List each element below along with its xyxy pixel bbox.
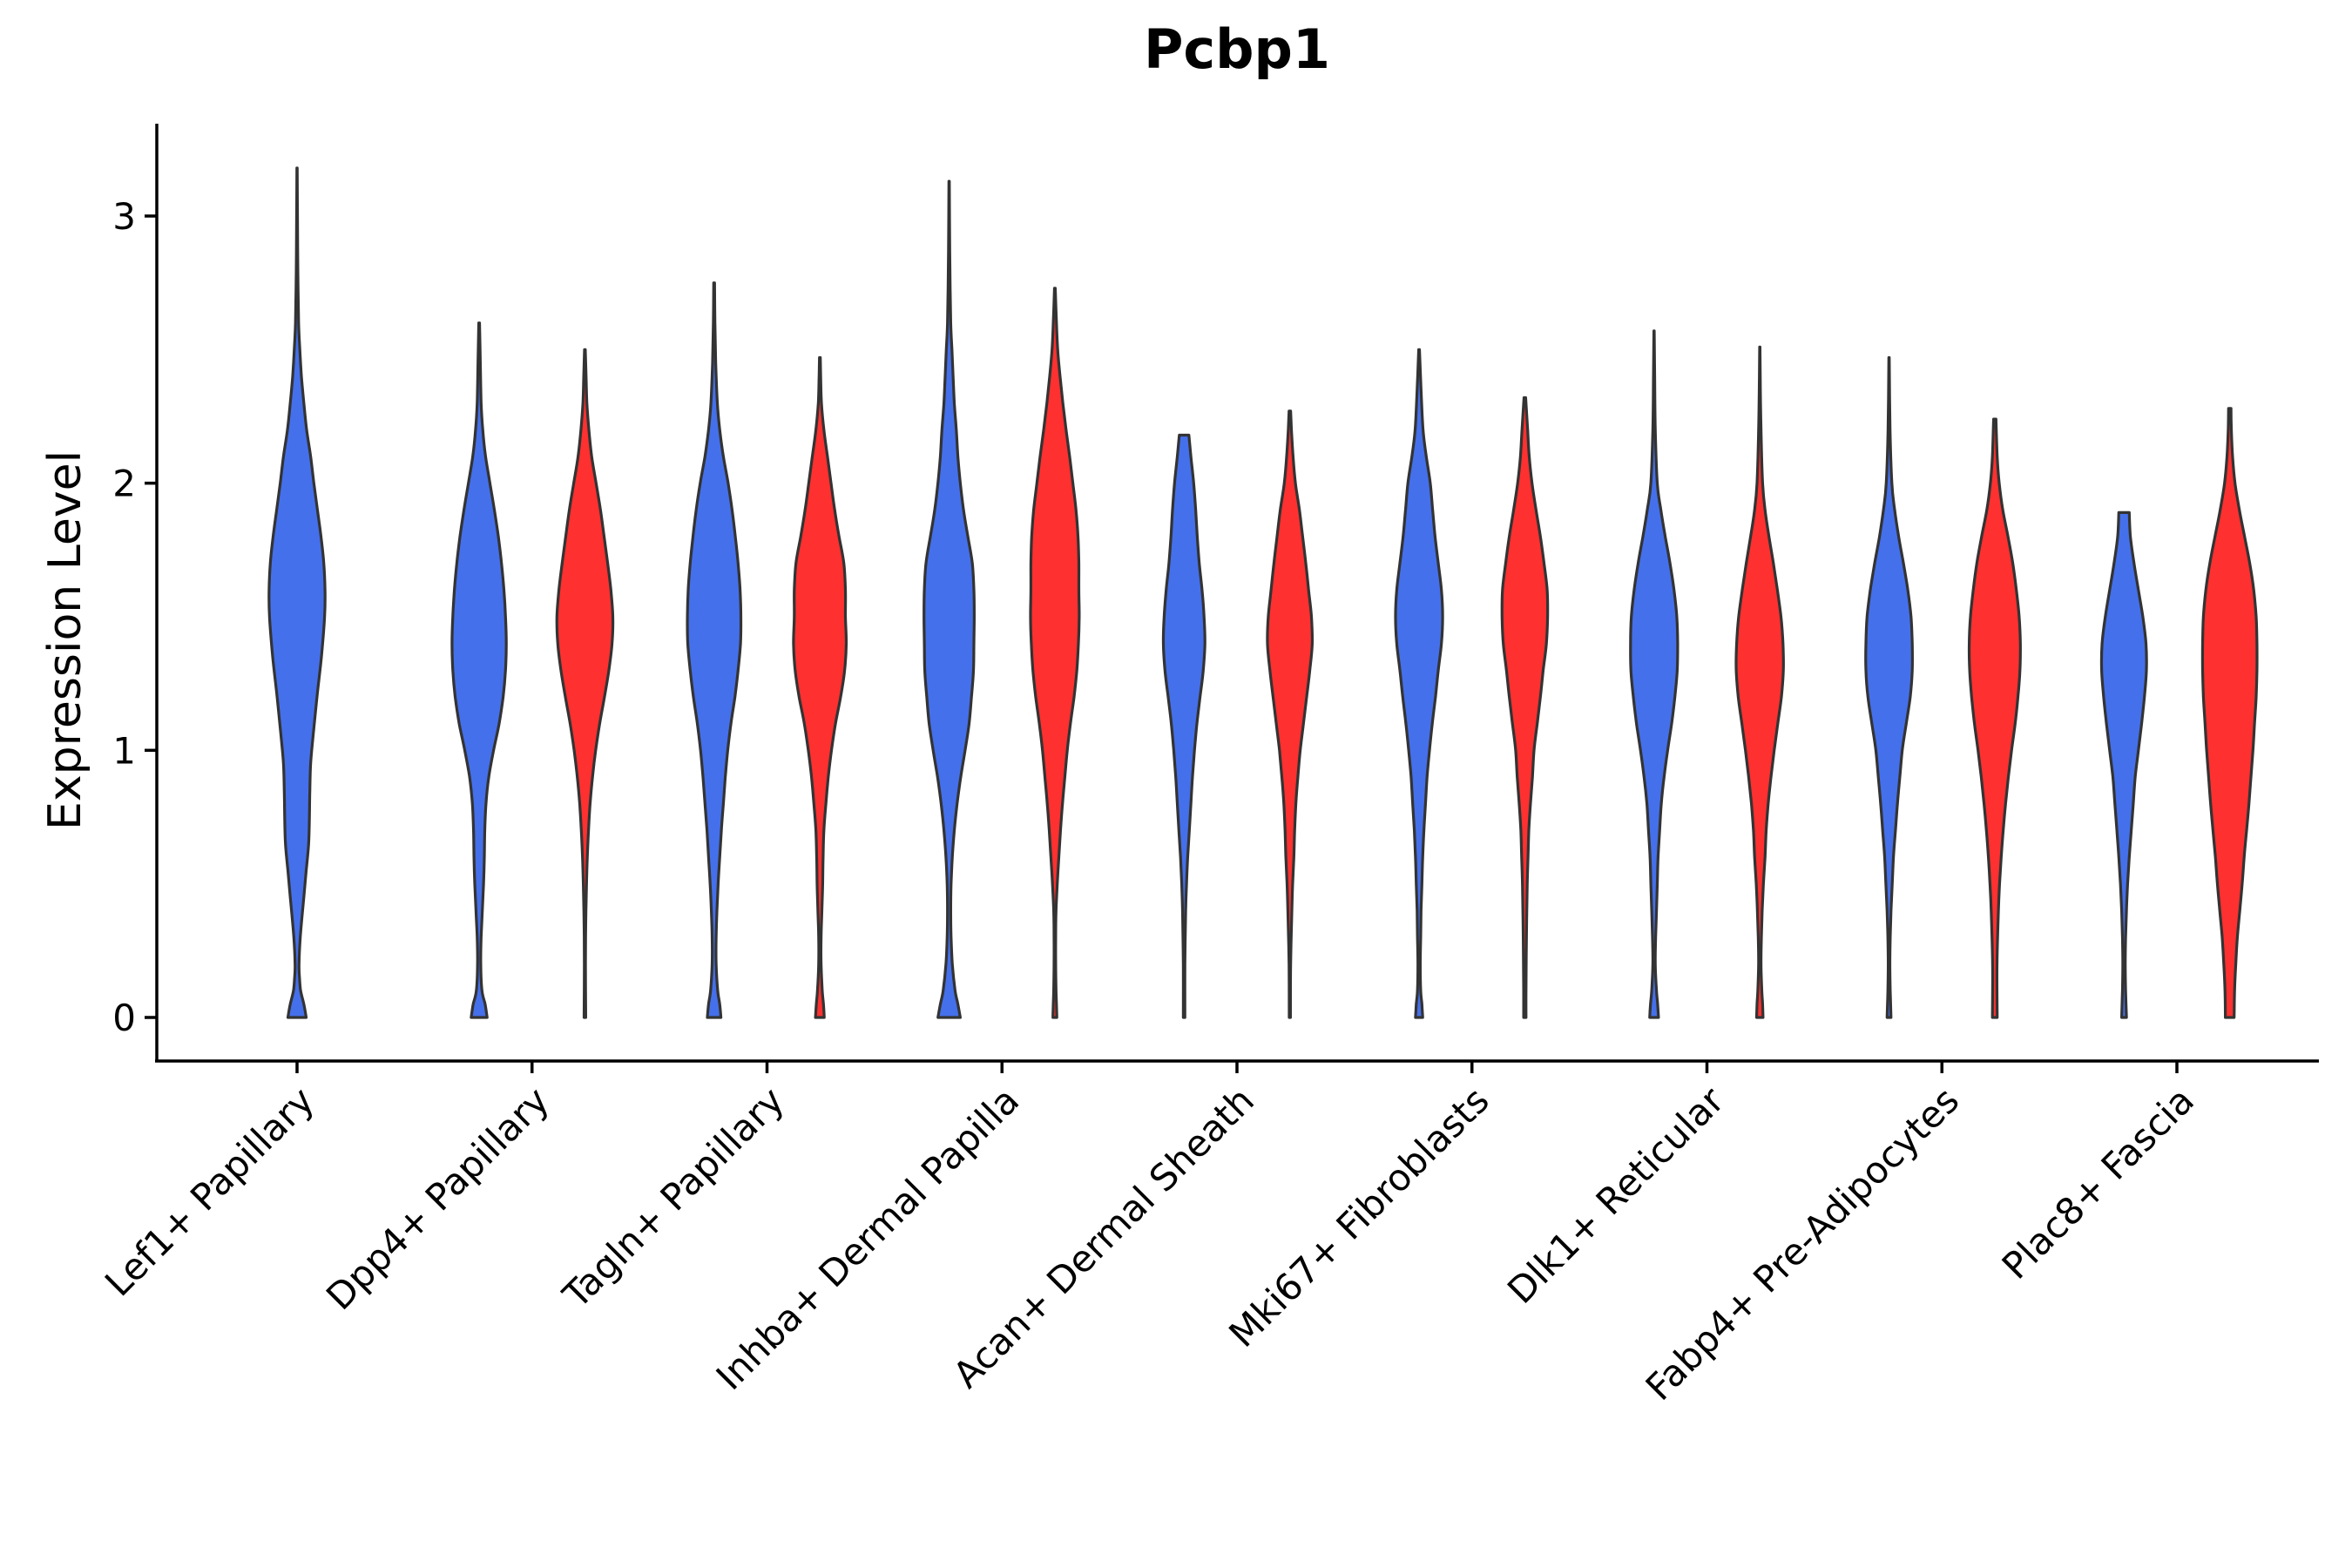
- x-tick-label: Mki67+ Fibroblasts: [1220, 1078, 1497, 1355]
- violins-layer: [267, 166, 2259, 1019]
- x-tick-label: Dpp4+ Papillary: [318, 1078, 558, 1318]
- y-tick-label: 2: [112, 463, 136, 505]
- violin-red: [2200, 407, 2259, 1019]
- chart-title: Pcbp1: [1144, 17, 1330, 81]
- x-tick-label: Plac8+ Fascia: [1994, 1078, 2202, 1287]
- x-tick-label: Dlk1+ Reticular: [1499, 1078, 1733, 1312]
- violin-blue: [267, 166, 327, 1019]
- violin-red: [1266, 409, 1315, 1019]
- violin-red: [792, 355, 848, 1019]
- violin-red: [1500, 395, 1550, 1019]
- violin-blue: [450, 321, 508, 1019]
- violin-blue: [686, 281, 743, 1019]
- violin-red: [1967, 417, 2022, 1019]
- violin-blue: [923, 179, 976, 1019]
- x-tick-label: Lef1+ Papillary: [97, 1078, 322, 1304]
- violin-blue: [2099, 510, 2148, 1019]
- violin-red: [555, 348, 615, 1019]
- y-tick-label: 0: [112, 997, 136, 1039]
- violin-red: [1029, 287, 1081, 1019]
- x-tick-label: Tagln+ Papillary: [554, 1078, 792, 1316]
- y-axis-label: Expression Level: [39, 450, 91, 830]
- y-axis-ticks: 0 1 2 3: [112, 195, 157, 1039]
- violin-red: [1734, 345, 1785, 1019]
- violin-blue: [1864, 355, 1914, 1019]
- violin-blue: [1629, 329, 1680, 1019]
- y-tick-label: 1: [112, 729, 136, 772]
- violin-blue: [1161, 433, 1206, 1019]
- y-tick-label: 3: [112, 195, 136, 238]
- violin-blue: [1394, 348, 1444, 1019]
